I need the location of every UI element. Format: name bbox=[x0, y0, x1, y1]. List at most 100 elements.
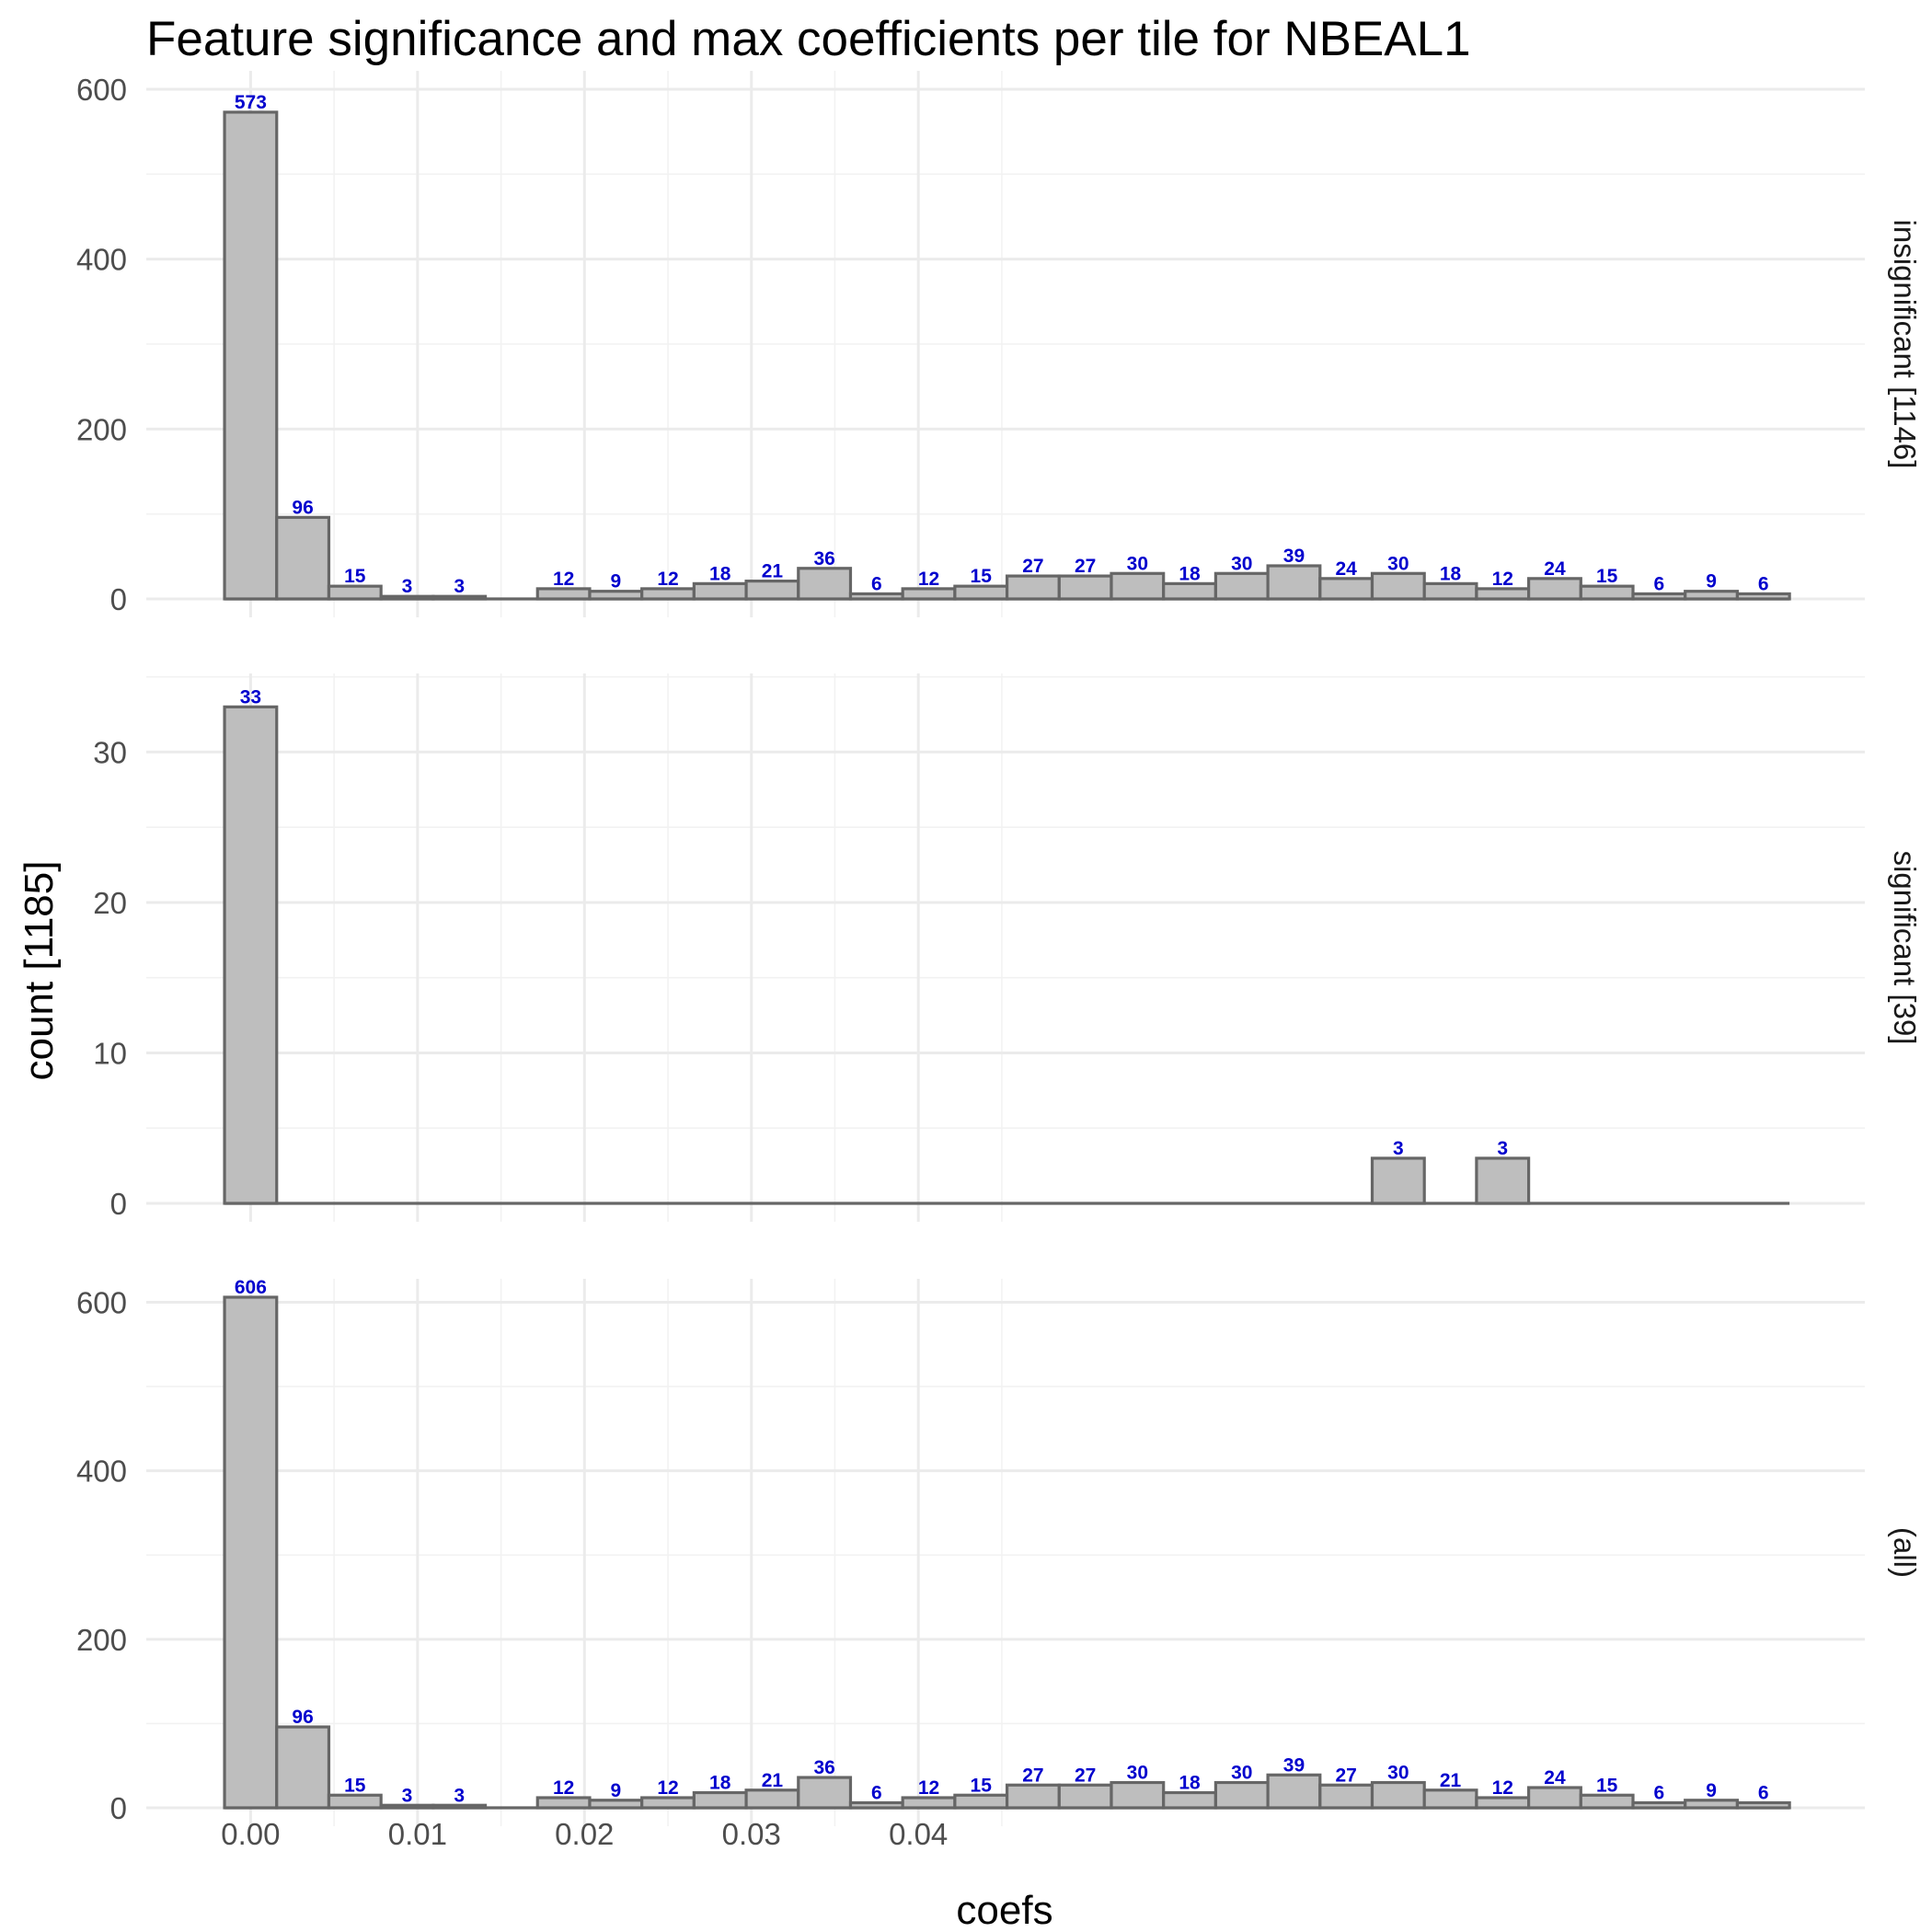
bar-count-label: 3 bbox=[454, 576, 465, 597]
histogram-bar bbox=[327, 1793, 383, 1810]
histogram-bar bbox=[431, 1803, 488, 1810]
histogram-bar bbox=[692, 1790, 748, 1810]
bar-count-label: 30 bbox=[1387, 553, 1409, 574]
histogram-bar bbox=[535, 587, 592, 601]
histogram-bar bbox=[1684, 1799, 1740, 1810]
y-tick-label: 200 bbox=[76, 1623, 127, 1657]
bar-count-label: 36 bbox=[813, 548, 834, 569]
y-axis-title: count [1185] bbox=[17, 861, 62, 1081]
bar-count-label: 12 bbox=[1492, 569, 1513, 590]
bar-count-label: 9 bbox=[610, 571, 621, 592]
bar-count-label: 27 bbox=[1075, 1765, 1096, 1786]
histogram-bar bbox=[1422, 1788, 1478, 1810]
bar-count-label: 24 bbox=[1544, 558, 1566, 580]
bar-count-label: 6 bbox=[871, 573, 882, 594]
bar-count-label: 12 bbox=[918, 1777, 939, 1799]
histogram-bar bbox=[797, 1776, 853, 1810]
bar-count-label: 15 bbox=[1596, 1775, 1618, 1796]
histogram-bar bbox=[640, 587, 696, 601]
histogram-bar bbox=[1318, 577, 1374, 601]
bar-count-label: 27 bbox=[1022, 1765, 1043, 1786]
bar-count-label: 3 bbox=[402, 1785, 413, 1806]
bar-count-label: 27 bbox=[1022, 556, 1043, 577]
y-tick-label: 200 bbox=[76, 412, 127, 446]
histogram-bar bbox=[1527, 1786, 1582, 1810]
bar-count-label: 573 bbox=[235, 92, 267, 113]
histogram-bar bbox=[275, 515, 331, 601]
bar-count-label: 24 bbox=[1335, 558, 1357, 580]
bar-count-label: 36 bbox=[813, 1757, 834, 1778]
y-tick-label: 400 bbox=[76, 243, 127, 277]
bar-count-label: 6 bbox=[1758, 1783, 1769, 1804]
histogram-bar bbox=[1213, 1780, 1270, 1810]
x-tick-label: 0.02 bbox=[555, 1817, 614, 1851]
bar-count-label: 21 bbox=[1440, 1770, 1462, 1791]
histogram-bar bbox=[1735, 1800, 1791, 1810]
histogram-bar bbox=[1370, 1780, 1426, 1810]
y-tick-label: 600 bbox=[76, 1285, 127, 1319]
bar-count-label: 30 bbox=[1387, 1763, 1409, 1784]
histogram-bar bbox=[1162, 581, 1217, 601]
bar-count-label: 12 bbox=[553, 1777, 574, 1799]
histogram-bar bbox=[1475, 1156, 1531, 1205]
histogram-bar bbox=[535, 1796, 592, 1810]
y-tick-label: 30 bbox=[93, 735, 127, 769]
bar-count-label: 30 bbox=[1231, 1763, 1252, 1784]
bar-count-label: 96 bbox=[292, 1707, 313, 1728]
bar-count-label: 27 bbox=[1335, 1765, 1356, 1786]
bar-count-label: 18 bbox=[709, 1773, 731, 1794]
histogram-bar bbox=[223, 1295, 279, 1810]
bar-count-label: 21 bbox=[762, 561, 784, 582]
histogram-bar bbox=[953, 584, 1009, 601]
x-tick-label: 0.00 bbox=[221, 1817, 280, 1851]
facet-strip-label: insignificant [1146] bbox=[1888, 220, 1922, 469]
bar-count-label: 33 bbox=[240, 686, 261, 707]
y-tick-label: 0 bbox=[110, 1791, 127, 1825]
histogram-bar bbox=[327, 584, 383, 601]
histogram-bar bbox=[588, 1799, 644, 1810]
bar-count-label: 15 bbox=[971, 1775, 993, 1796]
bar-count-label: 27 bbox=[1075, 556, 1096, 577]
bar-count-label: 12 bbox=[918, 569, 939, 590]
bar-count-label: 15 bbox=[971, 566, 993, 587]
histogram-bar bbox=[901, 587, 957, 601]
bar-count-label: 15 bbox=[1596, 566, 1618, 587]
bar-count-label: 24 bbox=[1544, 1767, 1566, 1788]
bar-count-label: 15 bbox=[344, 1775, 366, 1796]
bar-count-label: 30 bbox=[1231, 553, 1252, 574]
y-tick-label: 0 bbox=[110, 1187, 127, 1221]
bar-count-label: 6 bbox=[871, 1783, 882, 1804]
bar-count-label: 3 bbox=[1497, 1138, 1508, 1159]
histogram-bar bbox=[223, 705, 279, 1205]
histogram-bar bbox=[1475, 587, 1531, 601]
bar-count-label: 6 bbox=[1758, 573, 1769, 594]
bar-count-label: 9 bbox=[1706, 1780, 1717, 1801]
histogram-bar bbox=[1370, 1156, 1426, 1205]
bar-count-label: 12 bbox=[657, 569, 678, 590]
y-tick-label: 600 bbox=[76, 73, 127, 107]
bar-count-label: 3 bbox=[454, 1785, 465, 1806]
histogram-bar bbox=[1005, 574, 1061, 601]
x-axis-title: coefs bbox=[956, 1888, 1052, 1932]
bar-count-label: 606 bbox=[235, 1277, 267, 1298]
bar-count-label: 18 bbox=[709, 563, 731, 584]
histogram-bar bbox=[692, 581, 748, 601]
histogram-bar bbox=[588, 590, 644, 601]
histogram-bar bbox=[1318, 1783, 1374, 1810]
bar-count-label: 12 bbox=[1492, 1777, 1513, 1799]
facet-strip-label: (all) bbox=[1888, 1527, 1922, 1578]
x-tick-label: 0.01 bbox=[388, 1817, 447, 1851]
chart-title: Feature significance and max coefficient… bbox=[146, 12, 1471, 66]
bar-count-label: 6 bbox=[1654, 1783, 1665, 1804]
histogram-bar bbox=[275, 1725, 331, 1810]
bar-count-label: 3 bbox=[1393, 1138, 1404, 1159]
histogram-bar bbox=[797, 567, 853, 601]
bar-count-label: 12 bbox=[553, 569, 574, 590]
histogram-bar bbox=[1370, 571, 1426, 601]
bar-count-label: 9 bbox=[610, 1780, 621, 1801]
histogram-bar bbox=[1005, 1783, 1061, 1810]
